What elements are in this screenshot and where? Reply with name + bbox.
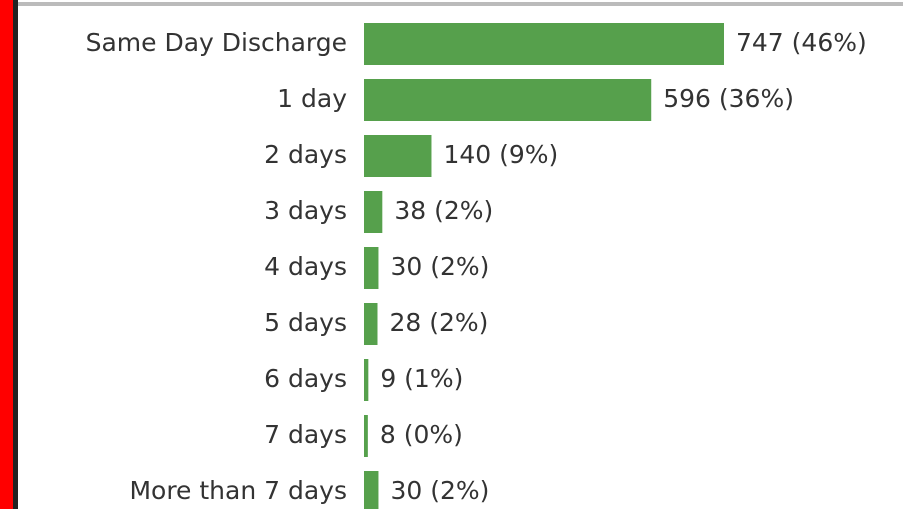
data-label: 38 (2%)	[394, 196, 493, 225]
category-label: 7 days	[264, 420, 347, 449]
bar	[364, 247, 379, 289]
top-border	[18, 2, 903, 6]
bar	[364, 303, 378, 345]
bar	[364, 79, 652, 121]
red-stripe	[0, 0, 13, 509]
category-label: Same Day Discharge	[86, 28, 347, 57]
data-label: 30 (2%)	[390, 252, 489, 281]
data-label: 596 (36%)	[663, 84, 794, 113]
category-label: More than 7 days	[129, 476, 347, 505]
data-label: 30 (2%)	[390, 476, 489, 505]
data-label: 747 (46%)	[736, 28, 867, 57]
bar	[364, 359, 369, 401]
category-label: 1 day	[277, 84, 347, 113]
bar	[364, 23, 724, 65]
data-label: 9 (1%)	[380, 364, 463, 393]
bar	[364, 471, 379, 509]
data-label: 28 (2%)	[389, 308, 488, 337]
category-label: 4 days	[264, 252, 347, 281]
data-label: 140 (9%)	[443, 140, 558, 169]
bar	[364, 135, 432, 177]
data-label: 8 (0%)	[380, 420, 463, 449]
bar	[364, 191, 383, 233]
bar	[364, 415, 368, 457]
category-label: 2 days	[264, 140, 347, 169]
category-label: 3 days	[264, 196, 347, 225]
category-label: 5 days	[264, 308, 347, 337]
category-label: 6 days	[264, 364, 347, 393]
panel-border	[13, 0, 18, 509]
